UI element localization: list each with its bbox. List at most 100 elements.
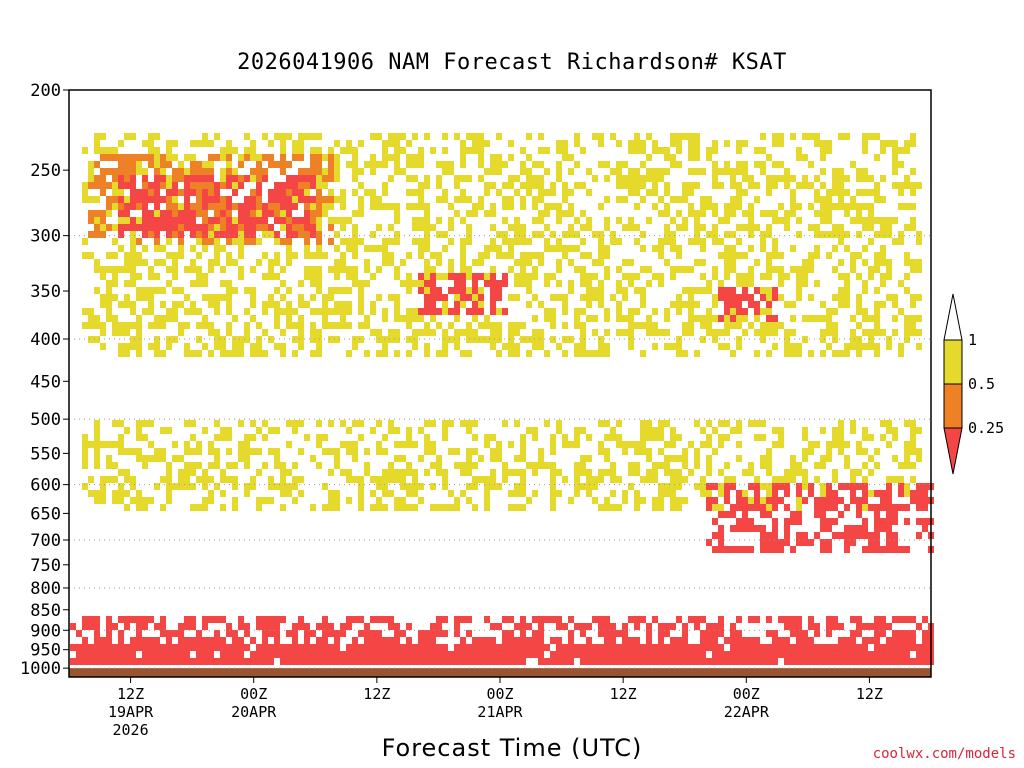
heatmap-cell: [118, 231, 124, 238]
heatmap-cell: [442, 651, 448, 658]
heatmap-cell: [826, 455, 832, 462]
heatmap-cell: [724, 210, 730, 217]
heatmap-cell: [850, 644, 856, 651]
heatmap-cell: [292, 252, 298, 259]
heatmap-cell: [862, 343, 868, 350]
heatmap-cell: [142, 224, 148, 231]
heatmap-cell: [862, 644, 868, 651]
heatmap-cell: [496, 644, 502, 651]
heatmap-cell: [268, 427, 274, 434]
heatmap-cell: [316, 623, 322, 630]
heatmap-cell: [892, 658, 898, 665]
heatmap-cell: [730, 266, 736, 273]
heatmap-cell: [412, 189, 418, 196]
heatmap-cell: [544, 315, 550, 322]
heatmap-cell: [238, 336, 244, 343]
heatmap-cell: [196, 476, 202, 483]
heatmap-cell: [694, 420, 700, 427]
heatmap-cell: [322, 252, 328, 259]
heatmap-cell: [898, 280, 904, 287]
credit-link[interactable]: coolwx.com/models: [872, 746, 1016, 762]
heatmap-cell: [448, 490, 454, 497]
heatmap-cell: [724, 511, 730, 518]
heatmap-cell: [808, 651, 814, 658]
heatmap-cell: [652, 245, 658, 252]
heatmap-cell: [364, 637, 370, 644]
heatmap-cell: [442, 294, 448, 301]
heatmap-cell: [466, 644, 472, 651]
heatmap-cell: [94, 175, 100, 182]
heatmap-cell: [916, 455, 922, 462]
heatmap-cell: [214, 231, 220, 238]
heatmap-cell: [346, 651, 352, 658]
heatmap-cell: [280, 182, 286, 189]
heatmap-cell: [700, 203, 706, 210]
heatmap-cell: [466, 497, 472, 504]
heatmap-cell: [640, 294, 646, 301]
heatmap-cell: [556, 651, 562, 658]
heatmap-cell: [220, 343, 226, 350]
heatmap-cell: [892, 294, 898, 301]
heatmap-cell: [154, 182, 160, 189]
heatmap-cell: [610, 658, 616, 665]
heatmap-cell: [760, 210, 766, 217]
heatmap-cell: [580, 308, 586, 315]
heatmap-cell: [790, 133, 796, 140]
heatmap-cell: [460, 175, 466, 182]
heatmap-cell: [358, 294, 364, 301]
heatmap-cell: [118, 483, 124, 490]
heatmap-cell: [502, 161, 508, 168]
heatmap-cell: [100, 658, 106, 665]
heatmap-cell: [148, 196, 154, 203]
heatmap-cell: [586, 658, 592, 665]
y-tick-label: 650: [30, 504, 61, 524]
heatmap-cell: [880, 546, 886, 553]
heatmap-cell: [874, 301, 880, 308]
heatmap-cell: [646, 315, 652, 322]
heatmap-cell: [514, 294, 520, 301]
heatmap-cell: [142, 203, 148, 210]
heatmap-cell: [460, 252, 466, 259]
heatmap-cell: [514, 280, 520, 287]
heatmap-cell: [166, 217, 172, 224]
heatmap-cell: [748, 224, 754, 231]
heatmap-cell: [172, 630, 178, 637]
heatmap-cell: [472, 259, 478, 266]
heatmap-cell: [532, 315, 538, 322]
heatmap-cell: [850, 203, 856, 210]
heatmap-cell: [382, 476, 388, 483]
heatmap-cell: [796, 539, 802, 546]
heatmap-cell: [466, 238, 472, 245]
heatmap-cell: [466, 455, 472, 462]
heatmap-cell: [514, 623, 520, 630]
heatmap-cell: [766, 287, 772, 294]
heatmap-cell: [394, 238, 400, 245]
heatmap-cell: [346, 147, 352, 154]
heatmap-cell: [838, 133, 844, 140]
heatmap-cell: [772, 140, 778, 147]
heatmap-cell: [688, 322, 694, 329]
heatmap-cell: [88, 182, 94, 189]
heatmap-cell: [550, 203, 556, 210]
heatmap-cell: [370, 161, 376, 168]
heatmap-cell: [190, 224, 196, 231]
heatmap-cell: [148, 217, 154, 224]
heatmap-cell: [820, 140, 826, 147]
heatmap-cell: [664, 154, 670, 161]
heatmap-cell: [118, 168, 124, 175]
heatmap-cell: [394, 301, 400, 308]
heatmap-cell: [676, 616, 682, 623]
heatmap-cell: [142, 434, 148, 441]
heatmap-cell: [406, 427, 412, 434]
heatmap-cell: [298, 616, 304, 623]
heatmap-cell: [676, 336, 682, 343]
heatmap-cell: [532, 336, 538, 343]
heatmap-cell: [148, 455, 154, 462]
heatmap-cell: [484, 273, 490, 280]
heatmap-cell: [208, 448, 214, 455]
heatmap-cell: [478, 651, 484, 658]
heatmap-cell: [238, 350, 244, 357]
heatmap-cell: [406, 252, 412, 259]
heatmap-cell: [556, 217, 562, 224]
heatmap-cell: [616, 630, 622, 637]
